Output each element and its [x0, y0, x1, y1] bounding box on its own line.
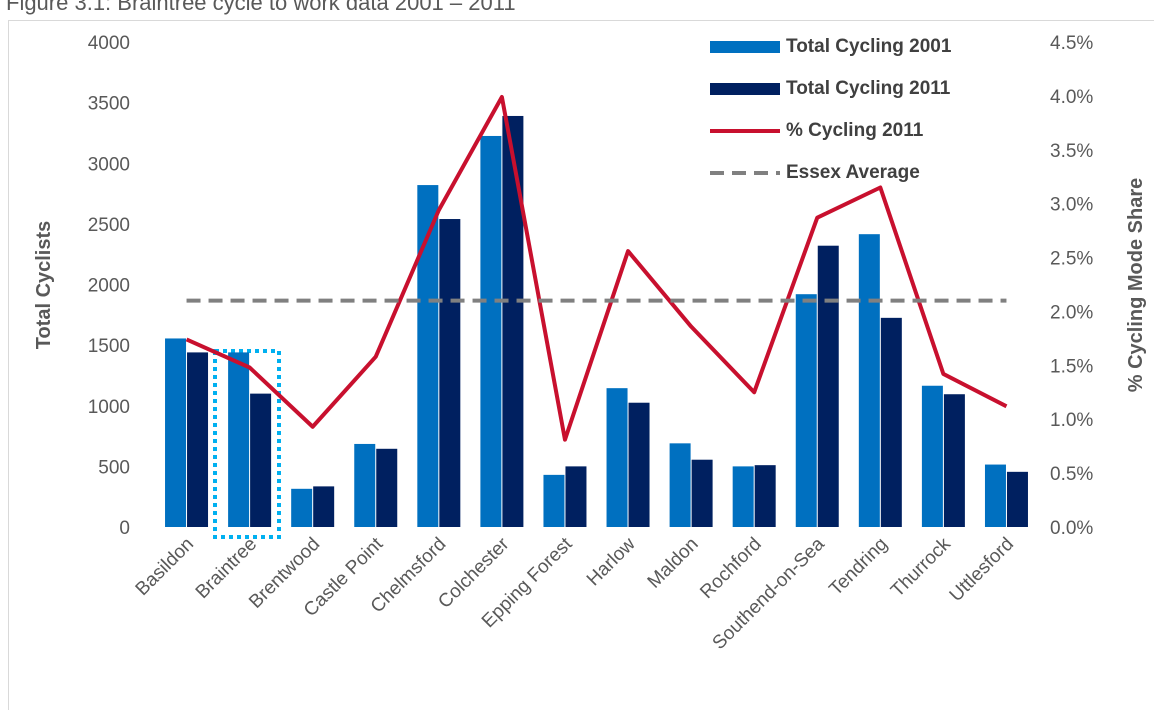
x-tick-label: Southend-on-Sea [709, 533, 829, 653]
bar [480, 135, 502, 527]
bar [543, 474, 565, 527]
bar [817, 245, 839, 527]
bar [943, 394, 965, 527]
bar [250, 393, 272, 527]
legend-label: Total Cycling 2001 [786, 36, 952, 57]
y-tick-label: 1000 [88, 397, 130, 418]
bar [565, 466, 587, 527]
y-tick-label: 2500 [88, 215, 130, 236]
y2-tick-label: 2.0% [1050, 302, 1093, 323]
highlight-box [213, 349, 281, 539]
bar [984, 464, 1006, 527]
y-tick-label: 2000 [88, 276, 130, 297]
bar [754, 465, 776, 527]
y2-tick-label: 1.0% [1050, 410, 1093, 431]
y2-tick-label: 3.5% [1050, 141, 1093, 162]
bar [165, 338, 187, 527]
bar [354, 443, 376, 527]
bar [1006, 471, 1028, 527]
y2-axis-title: % Cycling Mode Share [1125, 178, 1147, 393]
bar [502, 115, 524, 528]
bar [858, 234, 880, 527]
y-tick-label: 3500 [88, 94, 130, 115]
bar [795, 294, 817, 527]
legend-label: Total Cycling 2011 [786, 78, 951, 99]
legend-label: Essex Average [786, 162, 920, 183]
y2-tick-label: 3.0% [1050, 195, 1093, 216]
bar [228, 352, 250, 527]
y2-tick-label: 2.5% [1050, 249, 1093, 270]
x-tick-label: Uttlesford [946, 534, 1018, 606]
legend-swatch [710, 41, 780, 53]
y2-tick-label: 1.5% [1050, 356, 1093, 377]
bar [313, 486, 335, 527]
bar [921, 385, 943, 527]
y2-tick-label: 0.5% [1050, 464, 1093, 485]
bar [291, 488, 313, 527]
bar [691, 459, 713, 527]
bar [669, 443, 691, 527]
x-tick-label: Basildon [132, 534, 198, 600]
y2-tick-label: 4.0% [1050, 87, 1093, 108]
bar [376, 448, 398, 527]
y-axis-title: Total Cyclists [33, 221, 55, 350]
y-tick-label: 1500 [88, 336, 130, 357]
bar [606, 388, 628, 527]
bar [187, 352, 209, 527]
legend-swatch [710, 83, 780, 95]
bar [628, 402, 650, 527]
legend-label: % Cycling 2011 [786, 120, 924, 141]
y2-tick-label: 4.5% [1050, 33, 1093, 54]
y-tick-label: 4000 [88, 33, 130, 54]
bar [880, 317, 902, 527]
y-tick-label: 0 [119, 518, 130, 539]
chart-title: Figure 3.1: Braintree cycle to work data… [6, 0, 516, 15]
bar [417, 185, 439, 527]
x-tick-label: Tendring [825, 534, 891, 600]
x-tick-label: Harlow [583, 533, 640, 590]
chart-frame [8, 20, 1154, 710]
y-tick-label: 500 [98, 457, 130, 478]
bar [732, 466, 754, 527]
x-tick-label: Maldon [644, 534, 703, 593]
bar [439, 219, 461, 527]
y2-tick-label: 0.0% [1050, 518, 1093, 539]
line-series [185, 94, 1008, 442]
y-tick-label: 3000 [88, 154, 130, 175]
